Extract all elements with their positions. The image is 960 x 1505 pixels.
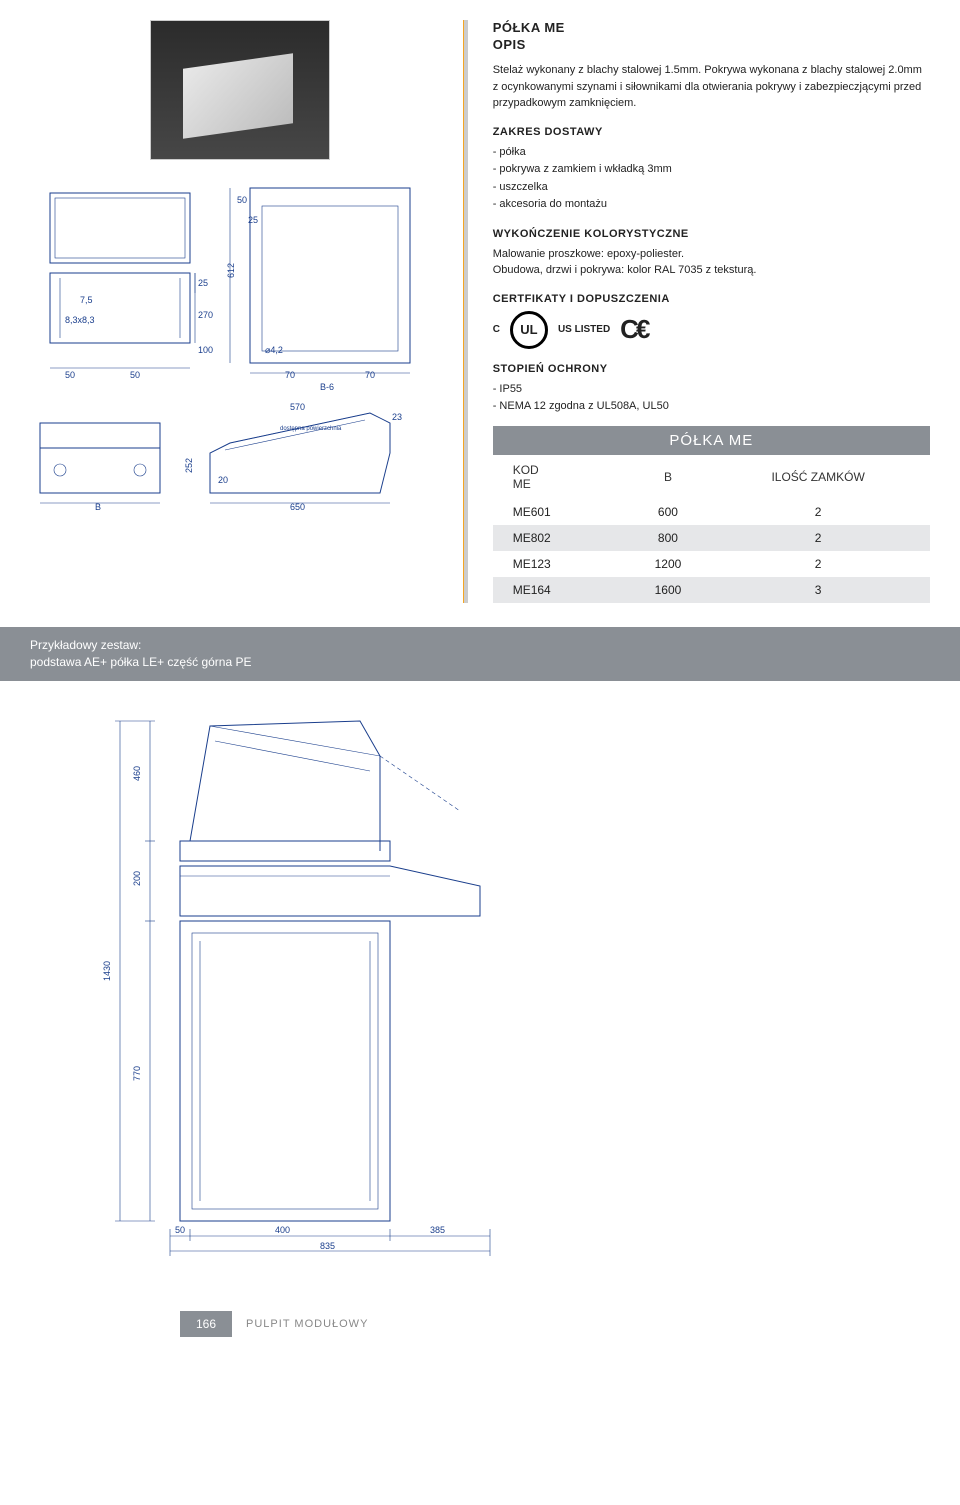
description-text: Stelaż wykonany z blachy stalowej 1.5mm.… — [493, 62, 930, 112]
svg-text:70: 70 — [365, 370, 375, 380]
svg-text:281: 281 — [30, 448, 32, 463]
finish-heading: WYKOŃCZENIE KOLORYSTYCZNE — [493, 228, 930, 240]
footer-label: PULPIT MODUŁOWY — [246, 1318, 368, 1330]
svg-text:460: 460 — [132, 766, 142, 781]
svg-text:200: 200 — [132, 871, 142, 886]
svg-text:⌀4,2: ⌀4,2 — [265, 345, 283, 355]
svg-text:dostępna powierzchnia: dostępna powierzchnia — [280, 426, 342, 432]
svg-text:23: 23 — [392, 412, 402, 422]
svg-text:612: 612 — [226, 263, 236, 278]
table-header: B — [630, 455, 707, 499]
product-title: PÓŁKA ME — [493, 20, 930, 35]
svg-text:252: 252 — [184, 458, 194, 473]
list-item: - pokrywa z zamkiem i wkładką 3mm — [493, 161, 930, 179]
ip-heading: STOPIEŃ OCHRONY — [493, 363, 930, 375]
table-title: PÓŁKA ME — [493, 426, 930, 455]
list-item: - uszczelka — [493, 179, 930, 197]
ul-us-label: US LISTED — [558, 324, 610, 335]
scope-heading: ZAKRES DOSTAWY — [493, 126, 930, 138]
svg-text:770: 770 — [132, 1066, 142, 1081]
svg-text:25: 25 — [248, 215, 258, 225]
svg-text:270: 270 — [198, 310, 213, 320]
svg-text:20: 20 — [218, 475, 228, 485]
list-item: - półka — [493, 144, 930, 162]
table-header: ILOŚĆ ZAMKÓW — [706, 455, 930, 499]
column-divider — [463, 20, 468, 603]
svg-text:50: 50 — [65, 370, 75, 380]
cert-heading: CERTFIKATY I DOPUSZCZENIA — [493, 293, 930, 305]
page-footer: 166 PULPIT MODUŁOWY — [0, 1311, 960, 1357]
svg-text:50: 50 — [237, 195, 247, 205]
ce-icon: C€ — [620, 314, 647, 345]
svg-text:100: 100 — [198, 345, 213, 355]
svg-text:8,3x8,3: 8,3x8,3 — [65, 315, 95, 325]
list-item: - NEMA 12 zgodna z UL508A, UL50 — [493, 398, 930, 416]
ul-icon: UL — [510, 311, 548, 349]
svg-text:B-6: B-6 — [320, 382, 334, 392]
opis-heading: OPIS — [493, 37, 930, 52]
example-banner: Przykładowy zestaw: podstawa AE+ półka L… — [0, 627, 960, 681]
finish-text: Malowanie proszkowe: epoxy-poliester. Ob… — [493, 246, 930, 279]
table-header: KODME — [493, 455, 630, 499]
svg-text:570: 570 — [290, 402, 305, 412]
svg-text:385: 385 — [430, 1225, 445, 1235]
example-title: Przykładowy zestaw: — [30, 638, 141, 652]
scope-list: - półka - pokrywa z zamkiem i wkładką 3m… — [493, 144, 930, 214]
svg-text:70: 70 — [285, 370, 295, 380]
table-row: ME6016002 — [493, 499, 930, 525]
svg-text:50: 50 — [130, 370, 140, 380]
svg-text:B: B — [95, 502, 101, 512]
table-row: ME16416003 — [493, 577, 930, 603]
svg-text:25: 25 — [198, 278, 208, 288]
product-table: PÓŁKA ME KODME B ILOŚĆ ZAMKÓW ME6016002 … — [493, 426, 930, 603]
cert-badges: C UL US LISTED C€ — [493, 311, 930, 349]
tech-drawing-top-row: 7,5 8,3x8,3 25 270 100 50 50 50 612 25 ⌀… — [30, 178, 430, 398]
list-item: - IP55 — [493, 381, 930, 399]
svg-text:650: 650 — [290, 502, 305, 512]
page-number: 166 — [180, 1311, 232, 1337]
list-item: - akcesoria do montażu — [493, 196, 930, 214]
product-photo — [150, 20, 330, 160]
table-row: ME8028002 — [493, 525, 930, 551]
tech-drawing-side-row: 281 B 252 20 570 dostępna powierzchnia 2… — [30, 398, 430, 528]
svg-text:1430: 1430 — [102, 961, 112, 981]
svg-text:835: 835 — [320, 1241, 335, 1251]
table-row: ME12312002 — [493, 551, 930, 577]
svg-text:400: 400 — [275, 1225, 290, 1235]
svg-text:7,5: 7,5 — [80, 295, 93, 305]
svg-text:50: 50 — [175, 1225, 185, 1235]
example-text: podstawa AE+ półka LE+ część górna PE — [30, 655, 251, 669]
ul-c-label: C — [493, 324, 500, 335]
assembly-drawing: 1430 460 200 770 50 400 385 835 — [80, 701, 580, 1261]
